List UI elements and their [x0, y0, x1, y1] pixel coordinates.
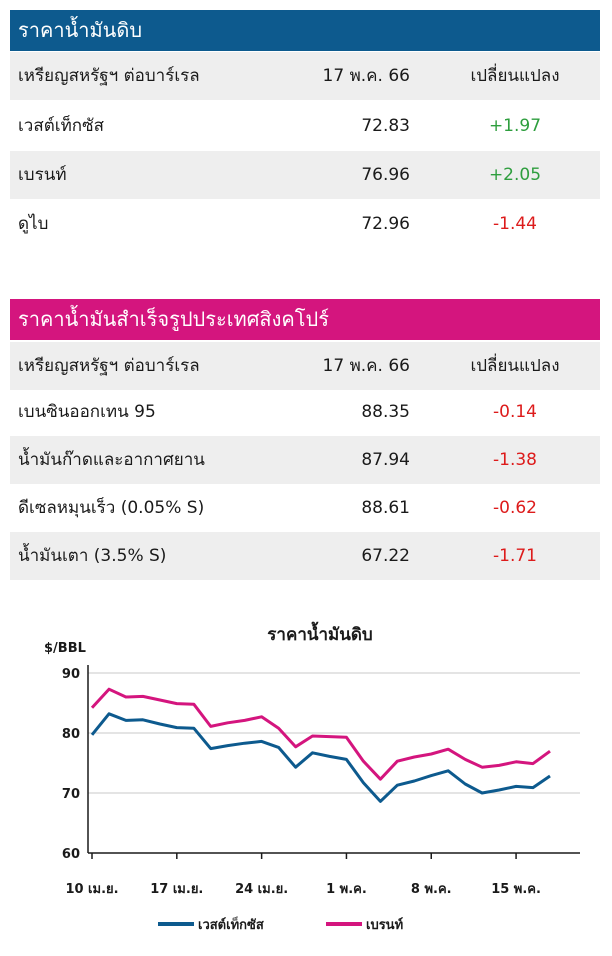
singapore-row-change: -0.62: [493, 498, 537, 518]
crude-price-chart: ราคาน้ำมันดิบ $/BBL 60 70 80 90 10 เม.ย. 17 …: [44, 621, 580, 933]
singapore-row-change: -0.14: [493, 402, 537, 422]
crude-row-price: 76.96: [361, 165, 410, 185]
crude-row-price: 72.83: [361, 116, 410, 136]
singapore-header-row: เหรียญสหรัฐฯ ต่อบาร์เรล 17 พ.ค. 66 เปลี่…: [10, 342, 600, 390]
singapore-row-name: เบนซินออกเทน 95: [18, 402, 156, 422]
crude-header-row: เหรียญสหรัฐฯ ต่อบาร์เรล 17 พ.ค. 66 เปลี่…: [10, 52, 600, 100]
table-row: ดีเซลหมุนเร็ว (0.05% S) 88.61 -0.62: [10, 484, 600, 532]
crude-header-change: เปลี่ยนแปลง: [470, 66, 560, 86]
table-row: น้ำมันเตา (3.5% S) 67.22 -1.71: [10, 532, 600, 580]
y-tick-label: 80: [62, 727, 80, 742]
legend-label: เวสต์เท็กซัส: [198, 915, 264, 933]
crude-row-name: เบรนท์: [18, 165, 67, 185]
crude-row-price: 72.96: [361, 214, 410, 234]
y-tick-label: 70: [62, 787, 80, 802]
table-row: น้ำมันก๊าดและอากาศยาน 87.94 -1.38: [10, 436, 600, 484]
crude-header-date: 17 พ.ค. 66: [322, 66, 410, 86]
legend-label: เบรนท์: [366, 917, 403, 933]
singapore-header-date: 17 พ.ค. 66: [322, 356, 410, 376]
y-tick-label: 90: [62, 667, 80, 682]
crude-row-change: -1.44: [493, 214, 537, 234]
singapore-row-price: 88.61: [361, 498, 410, 518]
table-row: ดูไบ 72.96 -1.44: [10, 200, 600, 248]
x-tick-label: 15 พ.ค.: [491, 882, 541, 897]
x-tick-label: 24 เม.ย.: [235, 882, 288, 897]
singapore-row-name: น้ำมันเตา (3.5% S): [18, 546, 167, 566]
crude-row-name: เวสต์เท็กซัส: [18, 116, 104, 136]
table-row: เบรนท์ 76.96 +2.05: [10, 151, 600, 199]
crude-row-name: ดูไบ: [18, 214, 49, 234]
crude-header-label: เหรียญสหรัฐฯ ต่อบาร์เรล: [18, 66, 200, 86]
x-tick-label: 1 พ.ค.: [326, 882, 367, 897]
singapore-header-label: เหรียญสหรัฐฯ ต่อบาร์เรล: [18, 356, 200, 376]
table-row: เบนซินออกเทน 95 88.35 -0.14: [10, 388, 600, 436]
singapore-row-name: ดีเซลหมุนเร็ว (0.05% S): [18, 498, 205, 518]
singapore-header-change: เปลี่ยนแปลง: [470, 356, 560, 376]
table-row: เวสต์เท็กซัส 72.83 +1.97: [10, 102, 600, 150]
singapore-row-change: -1.71: [493, 546, 537, 566]
crude-row-change: +2.05: [488, 165, 542, 185]
series-line-2: [90, 687, 551, 781]
series-line-1: [90, 712, 551, 803]
chart-title: ราคาน้ำมันดิบ: [267, 621, 372, 645]
singapore-row-change: -1.38: [493, 450, 537, 470]
x-tick-label: 17 เม.ย.: [150, 882, 203, 897]
singapore-row-price: 88.35: [361, 402, 410, 422]
crude-row-change: +1.97: [488, 116, 542, 136]
singapore-row-price: 87.94: [361, 450, 410, 470]
crude-section-title: ราคาน้ำมันดิบ: [10, 10, 600, 51]
y-tick-label: 60: [62, 847, 80, 862]
singapore-row-price: 67.22: [361, 546, 410, 566]
singapore-row-name: น้ำมันก๊าดและอากาศยาน: [18, 450, 205, 470]
x-tick-label: 8 พ.ค.: [411, 882, 452, 897]
y-axis-label: $/BBL: [44, 641, 86, 656]
x-tick-label: 10 เม.ย.: [65, 882, 118, 897]
singapore-section-title: ราคาน้ำมันสำเร็จรูปประเทศสิงคโปร์: [10, 299, 600, 340]
